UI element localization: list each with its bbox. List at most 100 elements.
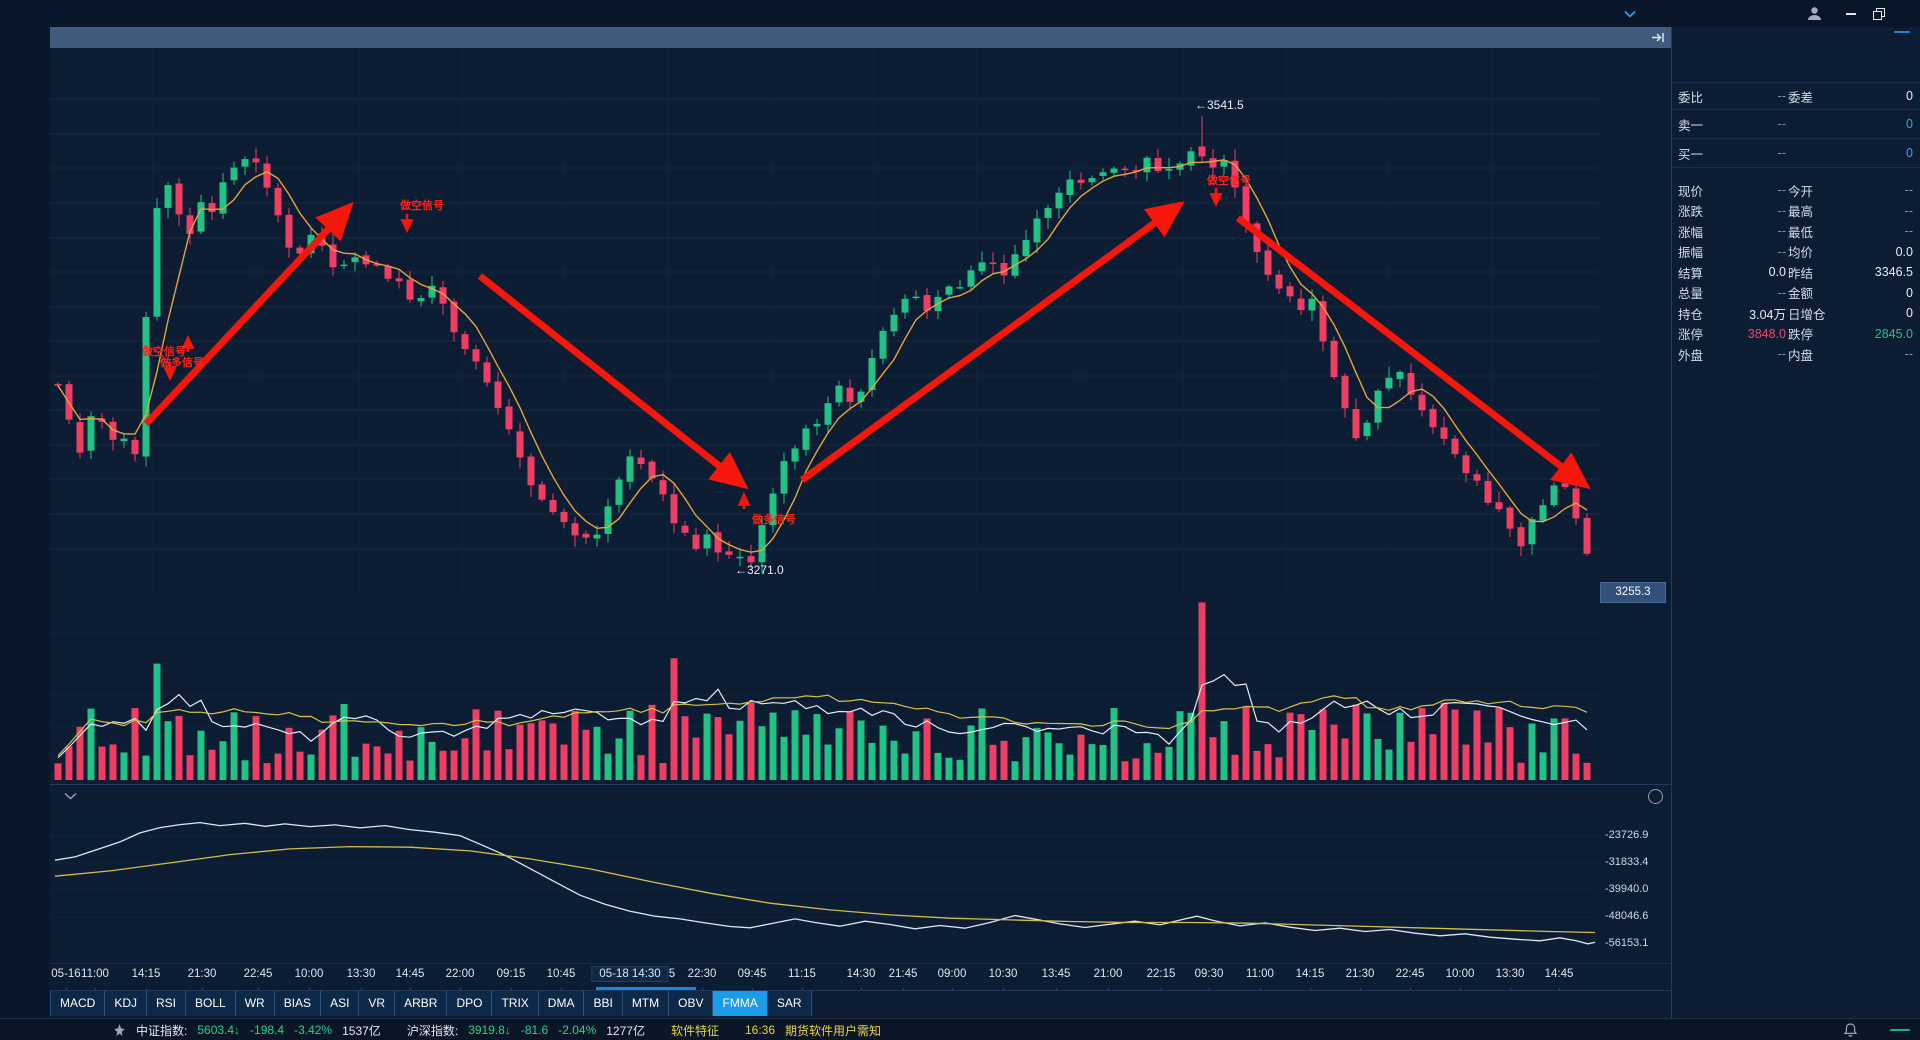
indicator-tab-MACD[interactable]: MACD [50,991,106,1016]
quote-label: 卖一 [1678,118,1704,133]
quote-label: 涨幅 [1678,225,1704,240]
quote-value: 0.0 [1768,265,1786,280]
indicator-tab-ARBR[interactable]: ARBR [395,991,448,1016]
quote-row: 持仓 3.04万 日增仓 0 [1672,303,1920,324]
minimize-button[interactable] [1838,0,1864,27]
indicator-tab-SAR[interactable]: SAR [767,991,812,1016]
time-label: 10:00 [294,968,324,980]
axis-tick [952,988,953,991]
indicator-tab-DPO[interactable]: DPO [447,991,493,1016]
add-watchlist-button[interactable] [1894,31,1910,33]
user-icon[interactable] [1806,5,1823,22]
quote-value: -- [1777,224,1786,239]
time-label: 10:45 [546,968,576,980]
obv-tick: -23726.9 [1605,829,1649,841]
time-label: 13:30 [346,968,376,980]
quote-value: 3.04万 [1749,307,1786,322]
status-item: -3.42% [294,1023,333,1037]
indicator-tab-TRIX[interactable]: TRIX [492,991,539,1016]
indicator-tab-BIAS[interactable]: BIAS [274,991,322,1016]
indicator-tab-KDJ[interactable]: KDJ [105,991,148,1016]
time-label: 05-16 [51,968,81,980]
quote-value: 0 [1906,285,1913,300]
quote-row: 总量 -- 金额 0 [1672,283,1920,304]
axis-tick [410,988,411,991]
scroll-to-end-icon[interactable] [1651,31,1666,44]
connection-status-badge [1890,1029,1910,1031]
time-label: 14:45 [1544,968,1574,980]
status-item: 1277亿 [606,1023,645,1038]
axis-tick [258,988,259,991]
axis-tick [1108,988,1109,991]
indicator-tab-BOLL[interactable]: BOLL [186,991,236,1016]
axis-tick [1209,988,1210,991]
axis-tick [511,988,512,991]
time-label: 21:00 [1093,968,1123,980]
quote-value: 0 [1906,306,1913,321]
time-label: 13:45 [1041,968,1071,980]
quote-row: 涨跌 -- 最高 -- [1672,201,1920,222]
close-button[interactable] [1894,0,1920,27]
time-label: 11:00 [1246,968,1274,980]
axis-tick [702,988,703,991]
indicator-tab-FMMA[interactable]: FMMA [713,991,768,1016]
quote-value: 0 [1906,146,1913,160]
scrollbar-thumb[interactable] [596,987,696,990]
obv-pane[interactable] [50,806,1598,963]
indicator-tab-WR[interactable]: WR [235,991,275,1016]
quote-value: -- [1904,347,1913,362]
quote-value: -- [1777,89,1786,103]
timeframe-tabbar [50,27,1671,48]
status-item: -81.6 [520,1023,549,1037]
pin-icon[interactable] [113,1023,126,1037]
quote-label: 最低 [1788,225,1814,240]
indicator-tab-OBV[interactable]: OBV [669,991,714,1016]
close-indicator-icon[interactable] [1648,789,1663,804]
indicator-tab-ASI[interactable]: ASI [321,991,360,1016]
indicator-tab-RSI[interactable]: RSI [147,991,187,1016]
bell-icon[interactable] [1843,1022,1858,1038]
time-axis[interactable]: 05-16 11:00 14:15 21:30 22:45 10:00 13:30 14:45… [50,963,1671,991]
indicator-tab-MTM[interactable]: MTM [622,991,670,1016]
time-label: 22:45 [1395,968,1425,980]
price-axis: -23726.9 -31833.4 -39940.0 -48046.6 -56153.1… [1598,48,1671,990]
main-chart[interactable]: 做空信号 做多信号 做空信号 做多信号 做空信号 ←3541.5 ←3271.0 [50,48,1598,598]
volume-pane[interactable] [50,598,1598,784]
axis-tick [1360,988,1361,991]
current-price-box: 3255.3 [1600,582,1666,603]
quote-label: 委差 [1788,90,1814,105]
time-label: 09:00 [937,968,967,980]
axis-tick [1559,988,1560,991]
chevron-down-icon [1624,10,1636,18]
quote-value: -- [1904,203,1913,218]
status-bar: 中证指数: 5603.4↓ -198.4 -3.42% 1537亿 沪深指数: 3919.8… [0,1018,1920,1040]
quote-label: 均价 [1788,246,1814,261]
indicator-tab-DMA[interactable]: DMA [538,991,585,1016]
restore-button[interactable] [1866,0,1892,27]
indicator-tab-VR[interactable]: VR [359,991,396,1016]
obv-tick: -48046.6 [1605,910,1649,922]
quote-value: -- [1777,203,1786,218]
axis-tick [861,988,862,991]
axis-tick [1003,988,1004,991]
axis-tick [561,988,562,991]
quote-row: 结算 0.0 昨结 3346.5 [1672,262,1920,283]
time-label: 14:15 [1295,968,1325,980]
quote-label: 涨跌 [1678,205,1704,220]
axis-tick [1410,988,1411,991]
axis-tick [903,988,904,991]
status-item: 16:36 [744,1023,775,1037]
quote-rows: 委比 -- 委差 0 卖一 -- 0 买一 -- 0 现价 -- 今开 -- 涨跌 -- 最高 -- 涨幅 -- 最低 -… [1672,82,1920,365]
time-label: 09:45 [737,968,767,980]
axis-tick [1310,988,1311,991]
quote-value: 0 [1906,117,1913,131]
quote-row: 卖一 -- 0 [1672,110,1920,139]
strategy-selector[interactable] [1612,0,1636,27]
quote-value: 3848.0 [1747,326,1786,341]
quote-value: -- [1777,146,1786,160]
obv-tick: -39940.0 [1605,883,1649,895]
status-item: -198.4 [250,1023,285,1037]
indicator-tab-BBI[interactable]: BBI [584,991,623,1016]
quote-label: 内盘 [1788,348,1814,363]
collapse-icon[interactable] [64,792,77,800]
